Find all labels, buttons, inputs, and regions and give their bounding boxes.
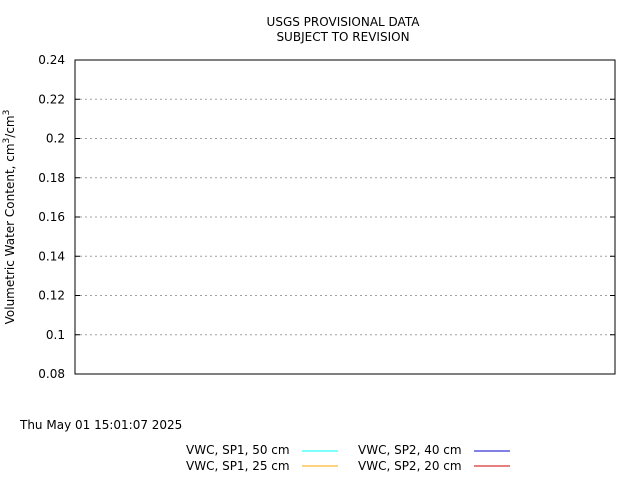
chart-subtitle: SUBJECT TO REVISION — [276, 30, 409, 44]
y-tick-label: 0.12 — [38, 289, 65, 303]
y-tick-label: 0.16 — [38, 210, 65, 224]
timestamp-label: Thu May 01 15:01:07 2025 — [19, 418, 182, 432]
y-tick-label: 0.1 — [46, 328, 65, 342]
y-axis-label: Volumetric Water Content, cm3/cm3 — [2, 110, 17, 325]
plot-frame — [74, 59, 616, 375]
y-axis-ticks: 0.24 0.22 0.2 0.18 0.16 0.14 0.12 0.1 0.08 — [38, 53, 615, 381]
y-tick-label: 0.22 — [38, 92, 65, 106]
y-tick-label: 0.2 — [46, 132, 65, 146]
legend-sp2-20: VWC, SP2, 20 cm — [358, 459, 462, 473]
legend-label: VWC, SP2, 20 cm — [358, 459, 462, 473]
grid-lines — [75, 98, 615, 336]
legend-sp1-25: VWC, SP1, 25 cm — [186, 459, 290, 473]
legend-sp1-50: VWC, SP1, 50 cm — [186, 443, 290, 457]
legend-label: VWC, SP1, 25 cm — [186, 459, 290, 473]
y-tick-label: 0.18 — [38, 171, 65, 185]
legend-sp2-40: VWC, SP2, 40 cm — [358, 443, 462, 457]
y-tick-label: 0.08 — [38, 367, 65, 381]
chart-title: USGS PROVISIONAL DATA — [267, 15, 421, 29]
legend-label: VWC, SP1, 50 cm — [186, 443, 290, 457]
y-tick-label: 0.14 — [38, 249, 65, 263]
legend-label: VWC, SP2, 40 cm — [358, 443, 462, 457]
y-tick-label: 0.24 — [38, 53, 65, 67]
